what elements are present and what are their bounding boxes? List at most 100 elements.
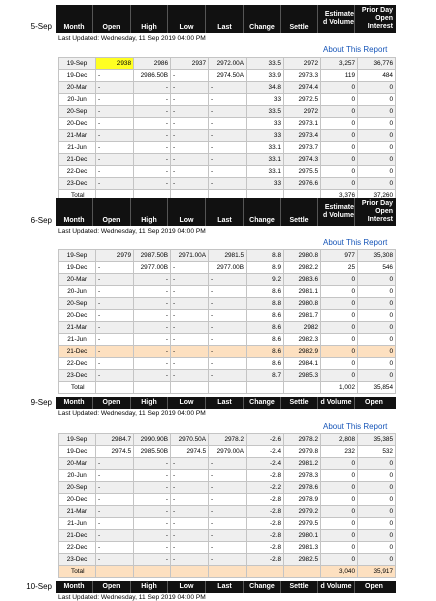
empty-cell [95,381,134,394]
last-cell: - [208,505,247,518]
settle-cell: 2973.3 [283,69,321,82]
low-cell: - [170,177,209,190]
volume-cell: 0 [320,129,358,142]
col-interest-line3: Interest [367,215,393,223]
last-cell: - [208,541,247,554]
last-cell: - [208,285,247,298]
interest-cell: 0 [357,553,396,566]
table-row: 23-Dec - - - -33 2976.6 0 0 [58,177,396,190]
month-cell: 21-Dec [58,529,96,542]
volume-cell: 2,808 [320,433,358,446]
change-cell: 8.9 [246,261,284,274]
high-cell: - [133,309,171,322]
volume-cell: 0 [320,333,358,346]
month-cell: 21-Jun [58,517,96,530]
table-row: 23-Dec - - - - -2.8 2982.5 0 0 [58,553,396,566]
interest-cell: 36,776 [357,57,396,70]
interest-cell: 0 [357,369,396,382]
volume-cell: 0 [320,177,358,190]
high-cell: - [133,93,171,106]
low-cell: - [170,309,209,322]
month-cell: 20-Mar [58,81,96,94]
low-cell: 2974.5 [170,445,209,458]
col-last: Last [206,397,244,409]
settle-cell: 2981.7 [283,309,321,322]
low-cell: - [170,117,209,130]
settle-cell: 2981.2 [283,457,321,470]
low-cell: - [170,321,209,334]
high-cell: - [133,285,171,298]
interest-cell: 0 [357,129,396,142]
interest-cell: 0 [357,117,396,130]
volume-cell: 0 [320,117,358,130]
change-cell: 8.6 [246,321,284,334]
last-cell: - [208,153,247,166]
open-cell: - [95,69,134,82]
high-cell: - [133,177,171,190]
change-cell: 8.7 [246,369,284,382]
month-cell: 22-Dec [58,357,96,370]
high-cell: 2986 [133,57,171,70]
col-volume-line1: Estimate [324,203,354,211]
col-month: Month [56,397,93,409]
interest-cell: 0 [357,93,396,106]
empty-cell [246,565,284,578]
open-cell: - [95,129,134,142]
volume-cell: 3,257 [320,57,358,70]
high-cell: - [133,333,171,346]
col-volume-line2: d Volume [323,211,354,219]
about-report-link[interactable]: About This Report [323,45,388,54]
table-row: 21-Mar - - - -33 2973.4 0 0 [58,129,396,142]
open-cell: - [95,541,134,554]
open-cell: 2979 [95,249,134,262]
month-cell: 20-Jun [58,93,96,106]
open-cell: - [95,297,134,310]
open-cell: - [95,357,134,370]
volume-cell: 0 [320,345,358,358]
volume-cell: 0 [320,153,358,166]
settle-cell: 2973.7 [283,141,321,154]
col-last: Last [206,5,244,33]
volume-cell: 0 [320,297,358,310]
interest-cell: 0 [357,469,396,482]
interest-cell: 0 [357,481,396,494]
low-cell: - [170,529,209,542]
settle-cell: 2980.8 [283,297,321,310]
col-volume-line2: d Volume [323,18,354,26]
month-cell: 20-Mar [58,457,96,470]
col-settle: Settle [281,581,318,593]
low-cell: - [170,369,209,382]
about-report-link[interactable]: About This Report [323,422,388,431]
high-cell: - [133,481,171,494]
col-volume: d Volume [318,397,355,409]
volume-cell: 0 [320,493,358,506]
empty-cell [170,381,209,394]
last-cell: - [208,369,247,382]
table-row: 21-Dec - - - -33.1 2974.3 0 0 [58,153,396,166]
month-cell: 19-Dec [58,445,96,458]
settle-cell: 2981.1 [283,285,321,298]
open-cell: - [95,177,134,190]
volume-cell: 0 [320,541,358,554]
total-volume: 1,002 [320,381,358,394]
empty-cell [133,381,171,394]
table-row: 22-Dec - - - -33.1 2975.5 0 0 [58,165,396,178]
interest-cell: 0 [357,529,396,542]
volume-cell: 0 [320,469,358,482]
high-cell: - [133,529,171,542]
open-cell: - [95,333,134,346]
low-cell: - [170,165,209,178]
change-cell: -2.8 [246,553,284,566]
interest-cell: 0 [357,165,396,178]
low-cell: - [170,153,209,166]
total-row: Total 1,002 35,854 [58,381,396,394]
table-row: 20-Jun - - - -8.6 2981.1 0 0 [58,285,396,298]
high-cell: - [133,457,171,470]
table-row: 20-Mar - - - -9.2 2983.6 0 0 [58,273,396,286]
settle-cell: 2979.8 [283,445,321,458]
about-report-link[interactable]: About This Report [323,238,388,247]
month-cell: 19-Dec [58,261,96,274]
volume-cell: 0 [320,505,358,518]
table-row: 20-Mar - - - -34.8 2974.4 0 0 [58,81,396,94]
empty-cell [283,381,321,394]
